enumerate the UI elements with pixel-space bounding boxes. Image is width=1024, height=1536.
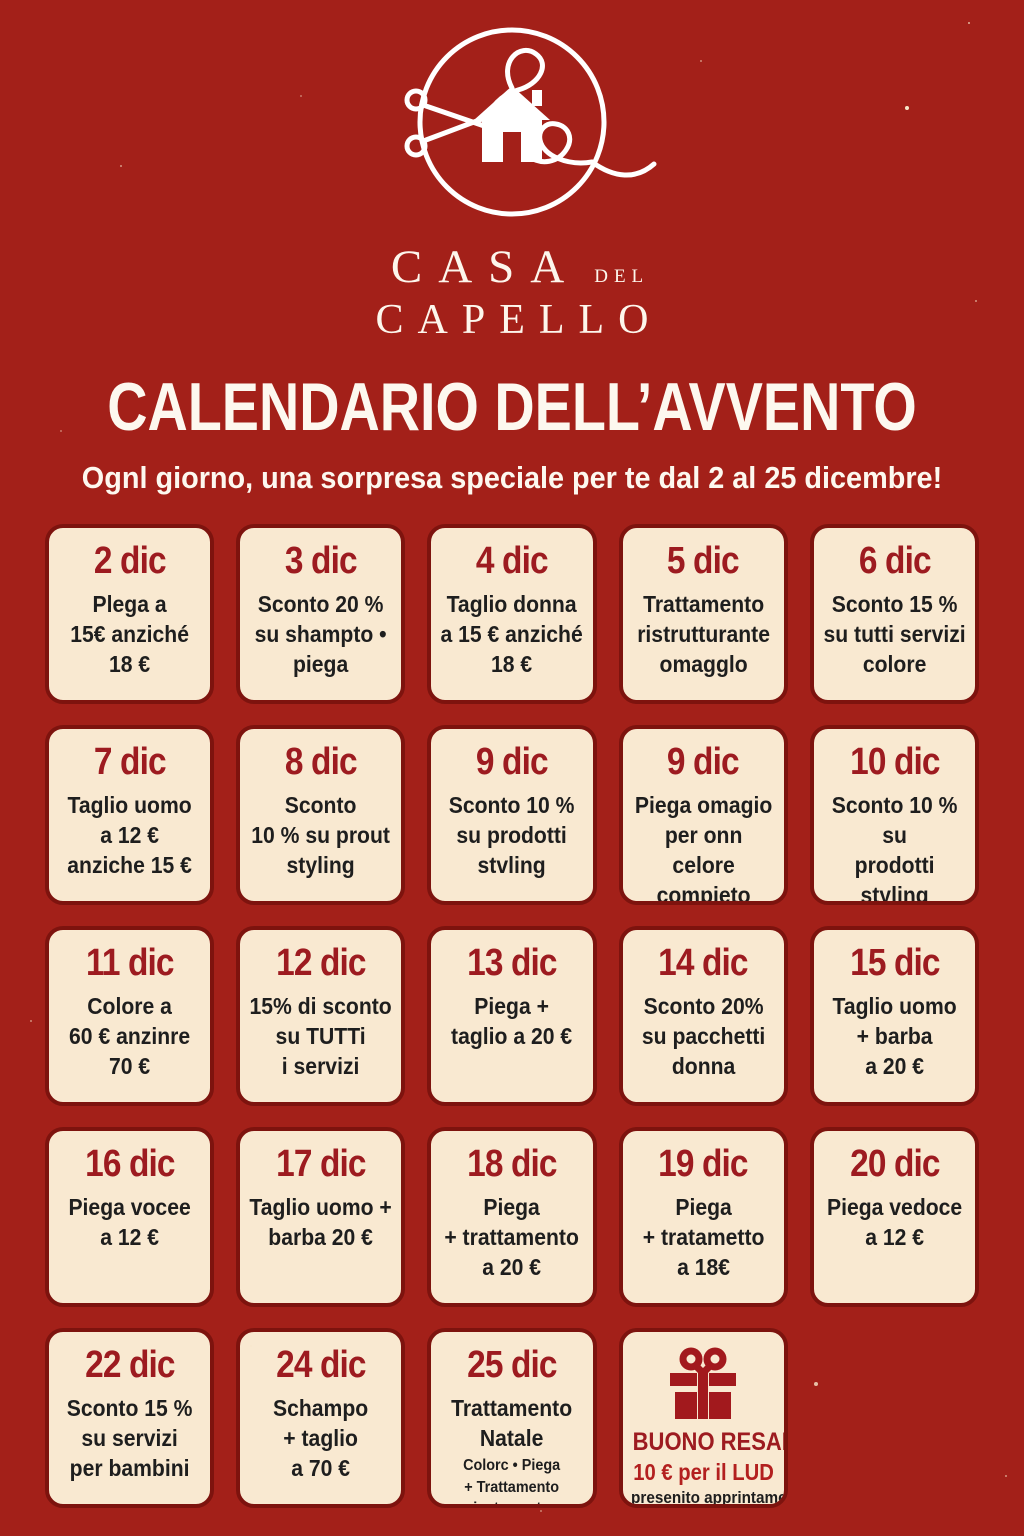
card-offer: Schampo + taglio a 70 €	[273, 1395, 369, 1482]
card-offer: Piega + trattamento a 20 €	[444, 1194, 580, 1281]
card-day: 25 dic	[467, 1344, 557, 1386]
card-day: 20 dic	[849, 1143, 940, 1185]
card-day: 9 dic	[667, 741, 740, 783]
card-day: 13 dic	[467, 942, 557, 984]
card-day: 14 dic	[658, 942, 748, 984]
card-day: 24 dic	[276, 1344, 366, 1386]
calendar-card: 11 dic Colore a 60 € anzinre 70 €	[45, 926, 215, 1106]
calendar-card: 7 dic Taglio uomo a 12 € anziche 15 €	[45, 725, 215, 905]
card-offer: Piega vocee a 12 €	[68, 1194, 191, 1251]
calendar-card: 20 dic Piega vedoce a 12 €	[809, 1127, 979, 1307]
gift-icon	[670, 1347, 737, 1419]
card-offer: Taglio uomo + barba 20 €	[249, 1194, 392, 1251]
card-day: 9 dic	[476, 741, 549, 783]
calendar-card: 24 dic Schampo + taglio a 70 €	[236, 1328, 406, 1508]
card-offer-sub: Colorc • Piega + Trattamento instamento	[463, 1457, 561, 1504]
star-speckles	[0, 0, 2, 2]
calendar-card: 22 dic Sconto 15 % su servizi per bambin…	[45, 1328, 215, 1508]
calendar-card: 2 dic Plega a 15€ anziché 18 €	[45, 524, 215, 704]
card-offer: Taglio uomo + barba a 20 €	[832, 993, 957, 1080]
calendar-card: 25 dic Trattamento Natale Colorc • Piega…	[427, 1328, 597, 1508]
calendar-card: 13 dic Piega + taglio a 20 €	[427, 926, 597, 1106]
card-offer: Piega + taglio a 20 €	[451, 993, 573, 1050]
calendar-card: 16 dic Piega vocee a 12 €	[45, 1127, 215, 1307]
page-subtitle: Ognl giorno, una sorpresa speciale per t…	[81, 460, 943, 495]
calendar-card: 19 dic Piega + tratametto a 18€	[618, 1127, 788, 1307]
card-day: 8 dic	[284, 741, 358, 783]
brand-del: DEL	[594, 266, 650, 287]
calendar-card: 8 dic Sconto 10 % su prout styling	[236, 725, 406, 905]
calendar-card: 5 dic Trattamento ristrutturante omagglo	[618, 524, 788, 704]
calendar-card: 18 dic Piega + trattamento a 20 €	[427, 1127, 597, 1307]
gift-voucher-card: BUONO RESALO 10 € per il LUD presenito a…	[618, 1328, 788, 1508]
brand-capello: CAPELLO	[375, 297, 663, 343]
calendar-card: 14 dic Sconto 20% su pacchetti donna	[618, 926, 788, 1106]
calendar-card: 15 dic Taglio uomo + barba a 20 €	[809, 926, 979, 1106]
page-title: CALENDARIO DELL’AVVENTO	[107, 369, 917, 445]
gift-title: BUONO RESALO	[632, 1428, 784, 1456]
advent-calendar-grid: 2 dic Plega a 15€ anziché 18 € 3 dic Sco…	[45, 524, 979, 1508]
card-day: 4 dic	[476, 540, 549, 582]
card-offer: Sconto 20% su pacchetti donna	[641, 993, 765, 1080]
card-offer: Sconto 15 % su tutti servizi colore	[823, 591, 966, 678]
card-offer: Piega omagio per onn celore compieto	[634, 792, 772, 905]
card-day: 3 dic	[284, 540, 358, 582]
card-day: 16 dic	[84, 1143, 175, 1185]
card-day: 22 dic	[84, 1344, 175, 1386]
card-day: 19 dic	[658, 1143, 748, 1185]
card-offer: Plega a 15€ anziché 18 €	[70, 591, 189, 678]
card-offer: Sconto 10 % su prout styling	[251, 792, 391, 879]
card-offer: Taglio uomo a 12 € anziche 15 €	[67, 792, 192, 879]
card-day: 18 dic	[467, 1143, 557, 1185]
brand-casa: CASA	[390, 241, 581, 293]
card-offer: Sconto 10 % su prodotti stvling	[449, 792, 575, 879]
gift-note: presenito apprintamentol	[630, 1488, 787, 1507]
calendar-card: 9 dic Sconto 10 % su prodotti stvling	[427, 725, 597, 905]
card-offer: Sconto 15 % su servizi per bambini	[66, 1395, 193, 1482]
calendar-card: 10 dic Sconto 10 % su prodotti styling s…	[809, 725, 979, 905]
card-day: 6 dic	[858, 540, 931, 582]
card-offer: Trattamento ristrutturante omagglo	[636, 591, 770, 678]
card-offer: Sconto 10 % su prodotti styling service	[831, 792, 958, 905]
card-day: 7 dic	[93, 741, 167, 783]
calendar-card: 6 dic Sconto 15 % su tutti servizi color…	[809, 524, 979, 704]
card-day: 2 dic	[93, 540, 167, 582]
card-offer: Trattamento Natale	[451, 1395, 573, 1452]
brand-name: CASA DEL CAPELLO	[0, 240, 1024, 344]
house-glyph	[474, 86, 550, 162]
card-offer: Piega + tratametto a 18€	[642, 1194, 765, 1281]
gift-price: 10 € per il LUD	[632, 1459, 774, 1485]
card-offer: 15% di sconto su TUTTi i servizi	[249, 993, 392, 1080]
card-day: 11 dic	[85, 942, 175, 984]
card-day: 12 dic	[276, 942, 366, 984]
card-offer: Piega vedoce a 12 €	[826, 1194, 962, 1251]
calendar-card: 3 dic Sconto 20 % su shampto • piega	[236, 524, 406, 704]
calendar-card: 9 dic Piega omagio per onn celore compie…	[618, 725, 788, 905]
scissors-house-logo	[404, 27, 657, 217]
card-day: 15 dic	[849, 942, 940, 984]
card-day: 5 dic	[667, 540, 740, 582]
card-offer: Colore a 60 € anzinre 70 €	[69, 993, 191, 1080]
card-day: 10 dic	[849, 741, 940, 783]
card-offer: Sconto 20 % su shampto • piega	[254, 591, 387, 678]
card-offer: Taglio donna a 15 € anziché 18 €	[440, 591, 584, 678]
calendar-card: 4 dic Taglio donna a 15 € anziché 18 €	[427, 524, 597, 704]
card-day: 17 dic	[276, 1143, 366, 1185]
calendar-card: 17 dic Taglio uomo + barba 20 €	[236, 1127, 406, 1307]
calendar-card: 12 dic 15% di sconto su TUTTi i servizi	[236, 926, 406, 1106]
